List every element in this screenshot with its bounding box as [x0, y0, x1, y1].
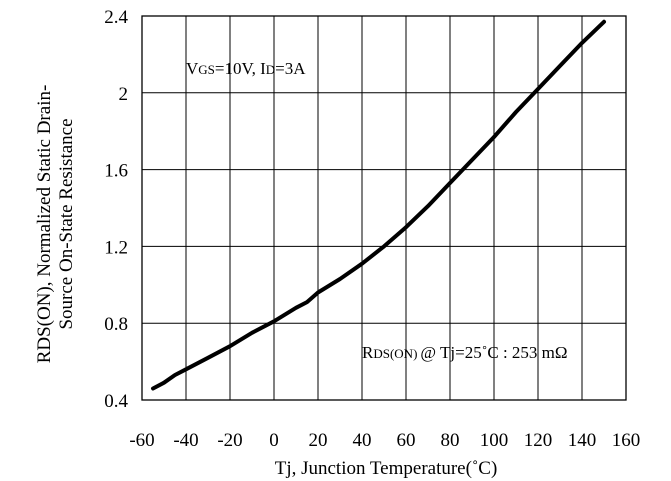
x-tick-label: 40 [353, 430, 372, 451]
y-axis-title-line-1: RDS(ON), Normalized Static Drain- [34, 85, 55, 364]
x-tick-label: 0 [269, 430, 279, 451]
y-tick-label: 0.4 [104, 391, 128, 412]
series-line [151, 19, 606, 391]
plot-frame [141, 15, 627, 401]
x-tick-label: 160 [612, 430, 641, 451]
conditions-annotation: VGS=10V, ID=3A [186, 59, 306, 78]
x-axis-title: Tj, Junction Temperature(˚C) [275, 458, 498, 479]
x-tick-label: -60 [129, 430, 154, 451]
x-tick-label: -20 [217, 430, 242, 451]
y-tick-label: 2 [119, 84, 129, 105]
x-tick-label: 80 [441, 430, 460, 451]
y-tick-label: 1.2 [104, 237, 128, 258]
reference-annotation: RDS(ON) @ Tj=25˚C : 253 mΩ [362, 343, 568, 362]
x-tick-labels: -60 -40 -20 0 20 40 60 80 100 120 140 160 [129, 430, 640, 451]
x-tick-label: 60 [397, 430, 416, 451]
y-tick-label: 1.6 [104, 161, 128, 182]
x-tick-label: 140 [568, 430, 597, 451]
y-tick-label: 2.4 [104, 7, 128, 28]
x-tick-label: 100 [480, 430, 509, 451]
y-tick-label: 0.8 [104, 314, 128, 335]
y-axis-title-line-2: Source On-State Resistance [56, 118, 77, 329]
x-tick-label: 120 [524, 430, 553, 451]
x-tick-label: -40 [173, 430, 198, 451]
y-tick-labels: 0.4 0.8 1.2 1.6 2 2.4 [104, 7, 128, 412]
x-tick-label: 20 [309, 430, 328, 451]
